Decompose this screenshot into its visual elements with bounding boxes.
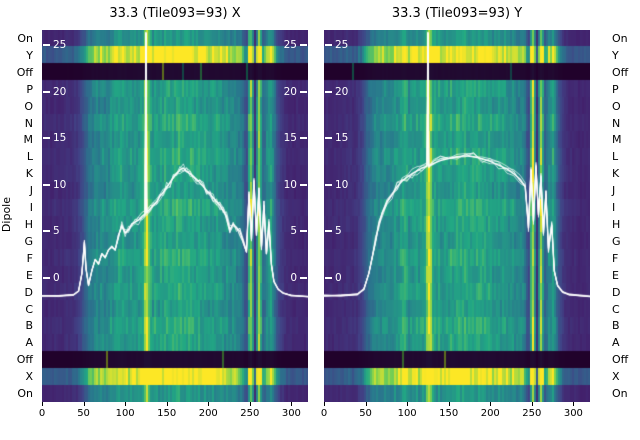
x-tick-label: 300 xyxy=(563,408,583,419)
x-tick-mark xyxy=(531,402,533,406)
x-tick-mark xyxy=(573,402,575,406)
x-tick-mark xyxy=(42,402,43,406)
dipole-label: J xyxy=(612,184,616,198)
dipole-label: X xyxy=(25,370,33,384)
dipole-label: Off xyxy=(612,65,629,79)
panel-x: 25 25 20 20 15 15 10 10 5 5 0 0 xyxy=(42,30,308,402)
dipole-label: I xyxy=(612,201,616,215)
x-tick-label: 0 xyxy=(38,408,46,419)
x-tick-mark xyxy=(83,402,85,406)
dipole-label: L xyxy=(612,150,619,164)
x-tick-mark xyxy=(208,402,210,406)
dipole-labels-left: On Y Off P O N M L K J I H G F E D C B A Off X On xyxy=(0,30,36,402)
x-tick-label: 50 xyxy=(77,408,90,419)
x-tick-mark xyxy=(407,402,409,406)
x-tick-mark xyxy=(448,402,450,406)
x-tick-mark xyxy=(291,402,293,406)
dipole-label: Off xyxy=(612,353,629,367)
x-tick-label: 50 xyxy=(359,408,372,419)
dipole-label: B xyxy=(25,319,33,333)
dipole-label: O xyxy=(24,99,33,113)
dipole-label: C xyxy=(25,302,33,316)
dipole-label: E xyxy=(612,268,619,282)
heatmap-x-canvas xyxy=(42,30,308,402)
dipole-label: P xyxy=(612,82,619,96)
dipole-label: On xyxy=(17,31,33,45)
dipole-label: H xyxy=(612,217,621,231)
dipole-label: H xyxy=(24,217,33,231)
x-tick-label: 200 xyxy=(198,408,218,419)
dipole-label: D xyxy=(612,285,621,299)
dipole-label: A xyxy=(25,336,33,350)
dipole-label: L xyxy=(26,150,33,164)
x-tick-mark xyxy=(490,402,492,406)
heatmap-y-canvas xyxy=(324,30,590,402)
x-tick-label: 150 xyxy=(439,408,459,419)
dipole-label: I xyxy=(29,201,33,215)
dipole-label: Y xyxy=(612,48,619,62)
dipole-label: On xyxy=(612,31,628,45)
x-tick-label: 100 xyxy=(397,408,417,419)
dipole-label: D xyxy=(24,285,33,299)
dipole-label: M xyxy=(612,133,622,147)
dipole-label: N xyxy=(24,116,33,130)
dipole-label: X xyxy=(612,370,620,384)
x-tick-mark xyxy=(249,402,251,406)
dipole-label: J xyxy=(29,184,33,198)
dipole-label: A xyxy=(612,336,620,350)
dipole-label: F xyxy=(26,251,33,265)
x-tick-label: 300 xyxy=(281,408,301,419)
x-tick-mark xyxy=(125,402,127,406)
dipole-label: G xyxy=(24,234,33,248)
x-tick-label: 150 xyxy=(157,408,177,419)
x-tick-label: 100 xyxy=(115,408,135,419)
panel-y: 25 20 15 10 5 0 xyxy=(324,30,590,402)
x-tick-label: 250 xyxy=(240,408,260,419)
x-tick-mark xyxy=(166,402,168,406)
x-tick-label: 0 xyxy=(320,408,328,419)
dipole-label: N xyxy=(612,116,621,130)
dipole-label: Y xyxy=(26,48,33,62)
x-tick-mark xyxy=(365,402,367,406)
dipole-labels-right: On Y Off P O N M L K J I H G F E D C B A Off X On xyxy=(592,30,640,402)
panel-y-title: 33.3 (Tile093=93) Y xyxy=(391,6,523,21)
dipole-label: Off xyxy=(16,65,33,79)
dipole-label: P xyxy=(26,82,33,96)
dipole-label: O xyxy=(612,99,621,113)
dipole-label: C xyxy=(612,302,620,316)
dipole-label: M xyxy=(23,133,34,147)
dipole-label: On xyxy=(612,387,628,401)
dipole-label: E xyxy=(26,268,33,282)
x-tick-label: 250 xyxy=(522,408,542,419)
dipole-label: G xyxy=(612,234,621,248)
dipole-label: K xyxy=(612,167,620,181)
dipole-label: On xyxy=(17,387,33,401)
dipole-label: F xyxy=(612,251,619,265)
x-tick-mark xyxy=(324,402,325,406)
dipole-label: K xyxy=(25,167,33,181)
dipole-label: B xyxy=(612,319,620,333)
x-tick-label: 200 xyxy=(480,408,500,419)
dipole-label: Off xyxy=(16,353,33,367)
panel-x-title: 33.3 (Tile093=93) X xyxy=(109,6,241,21)
